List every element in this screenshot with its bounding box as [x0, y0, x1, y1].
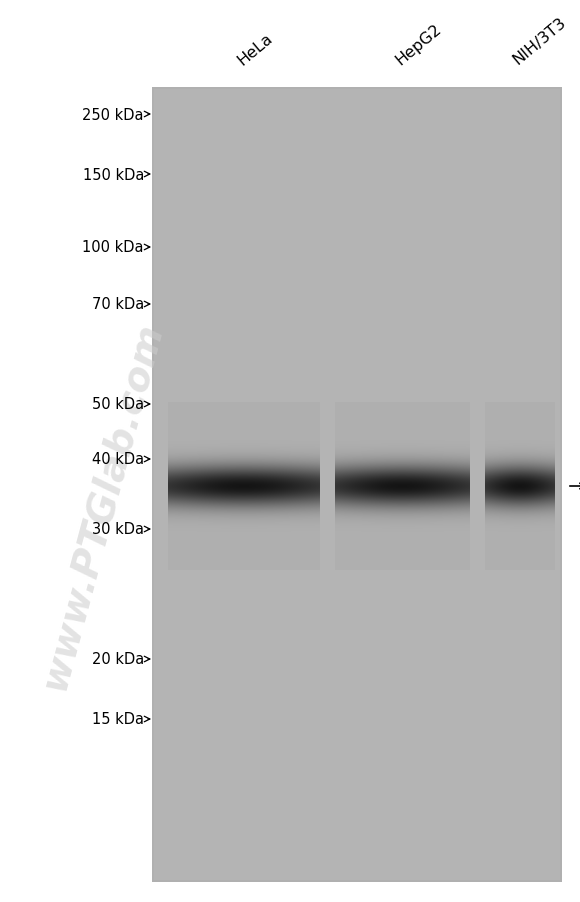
Bar [152, 87, 562, 882]
Bar [154, 90, 560, 880]
Text: 150 kDa: 150 kDa [82, 167, 144, 182]
Text: HeLa: HeLa [234, 31, 276, 68]
Text: 100 kDa: 100 kDa [82, 240, 144, 255]
Text: www.PTGlab.com: www.PTGlab.com [34, 318, 169, 693]
Text: 15 kDa: 15 kDa [92, 712, 144, 727]
Text: 30 kDa: 30 kDa [92, 522, 144, 537]
Text: 50 kDa: 50 kDa [92, 397, 144, 412]
Text: 40 kDa: 40 kDa [92, 452, 144, 467]
Text: 70 kDa: 70 kDa [92, 297, 144, 312]
Text: HepG2: HepG2 [392, 22, 444, 68]
Text: 20 kDa: 20 kDa [92, 652, 144, 667]
Text: NIH/3T3: NIH/3T3 [510, 15, 569, 68]
Text: 250 kDa: 250 kDa [82, 107, 144, 123]
